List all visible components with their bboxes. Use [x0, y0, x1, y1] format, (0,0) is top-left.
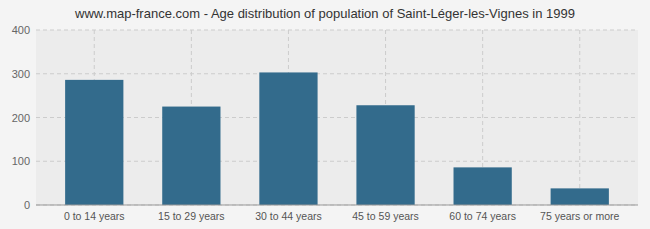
chart: www.map-france.com - Age distribution of…: [0, 0, 650, 229]
y-tick-label: 300: [12, 68, 30, 80]
bars: [65, 72, 609, 205]
bar: [259, 72, 317, 205]
x-tick-label: 15 to 29 years: [158, 210, 225, 222]
bar: [162, 107, 220, 205]
bar: [551, 188, 609, 205]
grid-line: [36, 117, 638, 118]
grid: [36, 30, 638, 205]
x-tick-label: 30 to 44 years: [255, 210, 322, 222]
y-tick-label: 0: [24, 199, 30, 211]
grid-line: [579, 30, 580, 205]
x-tick-label: 75 years or more: [540, 210, 620, 222]
bar: [454, 167, 512, 205]
grid-line: [36, 161, 638, 162]
x-tick-label: 45 to 59 years: [352, 210, 419, 222]
y-tick-label: 100: [12, 155, 30, 167]
x-axis: [36, 205, 638, 206]
x-tick-label: 0 to 14 years: [64, 210, 125, 222]
y-tick-label: 400: [12, 24, 30, 36]
y-tick-label: 200: [12, 112, 30, 124]
bar: [356, 105, 414, 205]
x-tick-label: 60 to 74 years: [449, 210, 516, 222]
grid-line: [36, 73, 638, 74]
bar: [65, 80, 123, 205]
plot-area: [36, 30, 638, 205]
grid-line: [36, 30, 638, 31]
grid-line: [36, 205, 638, 206]
title: www.map-france.com - Age distribution of…: [74, 6, 575, 21]
